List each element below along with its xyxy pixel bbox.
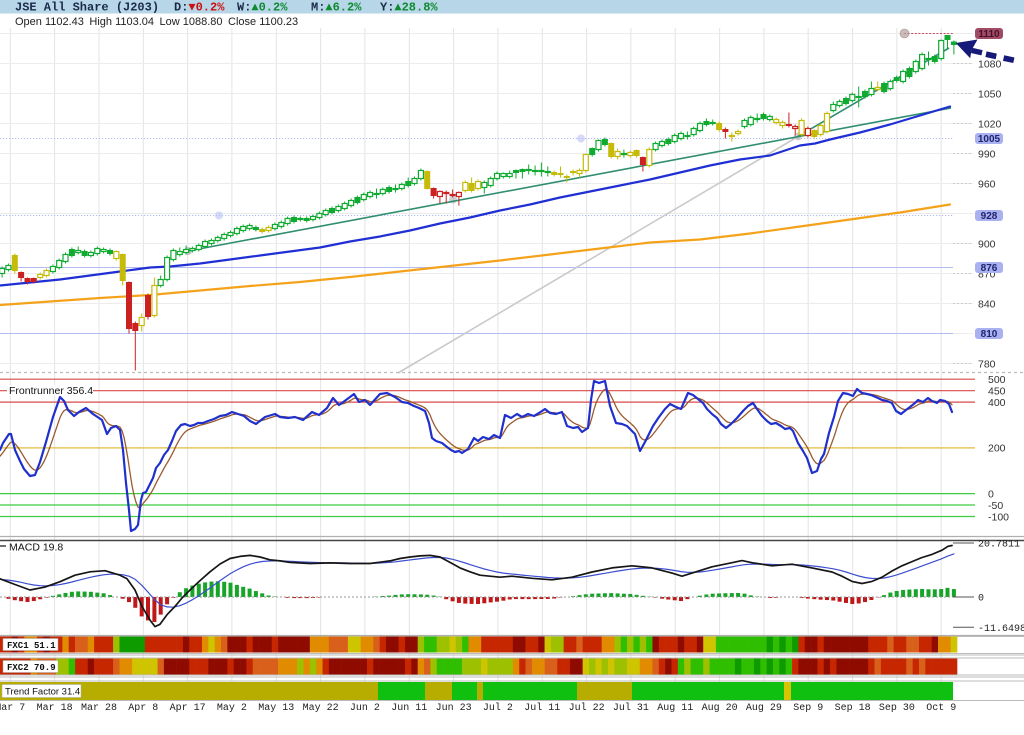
- svg-text:FXC1 51.1: FXC1 51.1: [7, 641, 56, 651]
- svg-text:Oct 9: Oct 9: [926, 703, 956, 714]
- svg-text:450: 450: [988, 386, 1006, 398]
- svg-text:-100: -100: [988, 511, 1009, 523]
- svg-text:928: 928: [981, 211, 998, 222]
- svg-text:Mar 18: Mar 18: [37, 703, 73, 714]
- svg-text:1020: 1020: [978, 118, 1002, 130]
- svg-text:Mar 28: Mar 28: [81, 703, 117, 714]
- svg-text:Open 1102.43 High 1103.04 Low: Open 1102.43 High 1103.04 Low 1088.80 Cl…: [15, 16, 298, 28]
- svg-text:990: 990: [978, 148, 996, 160]
- svg-text:Aug 29: Aug 29: [746, 703, 782, 714]
- svg-text:MACD 19.8: MACD 19.8: [9, 542, 63, 554]
- svg-text:20.7811: 20.7811: [978, 540, 1020, 551]
- svg-text:Aug 11: Aug 11: [657, 703, 693, 714]
- svg-text:Aug 20: Aug 20: [702, 703, 738, 714]
- svg-text:-11.64989: -11.64989: [978, 624, 1024, 635]
- svg-text:810: 810: [981, 329, 998, 340]
- svg-text:FXC2 70.9: FXC2 70.9: [7, 663, 56, 673]
- svg-text:1110: 1110: [978, 29, 1000, 40]
- svg-text:Trend Factor 31.4: Trend Factor 31.4: [5, 687, 80, 698]
- svg-text:960: 960: [978, 178, 996, 190]
- svg-text:May 2: May 2: [217, 703, 247, 714]
- svg-text:1005: 1005: [978, 134, 1001, 145]
- svg-text:Jun 2: Jun 2: [350, 703, 380, 714]
- svg-text:Jul 22: Jul 22: [569, 702, 605, 714]
- svg-text:-50: -50: [988, 500, 1003, 512]
- svg-text:M:▲6.2%: M:▲6.2%: [311, 1, 362, 15]
- svg-text:W:▲0.2%: W:▲0.2%: [237, 1, 288, 15]
- svg-text:Jul 11: Jul 11: [524, 702, 560, 714]
- svg-text:Jun 11: Jun 11: [391, 703, 427, 714]
- svg-text:Mar 7: Mar 7: [0, 703, 25, 714]
- svg-text:0: 0: [978, 594, 984, 605]
- svg-text:Jul 31: Jul 31: [613, 702, 649, 714]
- svg-text:780: 780: [978, 358, 996, 370]
- svg-text:Sep 9: Sep 9: [793, 703, 823, 714]
- svg-text:May 13: May 13: [258, 703, 294, 714]
- svg-text:900: 900: [978, 238, 996, 250]
- svg-text:1080: 1080: [978, 58, 1002, 70]
- svg-text:876: 876: [981, 263, 998, 274]
- svg-text:0: 0: [988, 488, 994, 500]
- svg-text:840: 840: [978, 298, 996, 310]
- svg-text:Frontrunner 356.4: Frontrunner 356.4: [9, 385, 93, 397]
- svg-text:Apr 17: Apr 17: [170, 703, 206, 714]
- svg-text:JSE All Share (J203): JSE All Share (J203): [15, 1, 159, 15]
- svg-text:Y:▲28.8%: Y:▲28.8%: [380, 1, 438, 15]
- svg-text:500: 500: [988, 374, 1006, 386]
- svg-text:400: 400: [988, 397, 1006, 409]
- svg-text:Sep 18: Sep 18: [835, 703, 871, 714]
- svg-text:Sep 30: Sep 30: [879, 703, 915, 714]
- svg-text:Jun 23: Jun 23: [436, 703, 472, 714]
- svg-text:D:▼0.2%: D:▼0.2%: [174, 1, 225, 15]
- svg-text:May 22: May 22: [303, 703, 339, 714]
- svg-text:Apr 8: Apr 8: [128, 703, 158, 714]
- svg-text:Jul 2: Jul 2: [483, 702, 513, 714]
- svg-text:200: 200: [988, 443, 1006, 455]
- svg-text:1050: 1050: [978, 88, 1002, 100]
